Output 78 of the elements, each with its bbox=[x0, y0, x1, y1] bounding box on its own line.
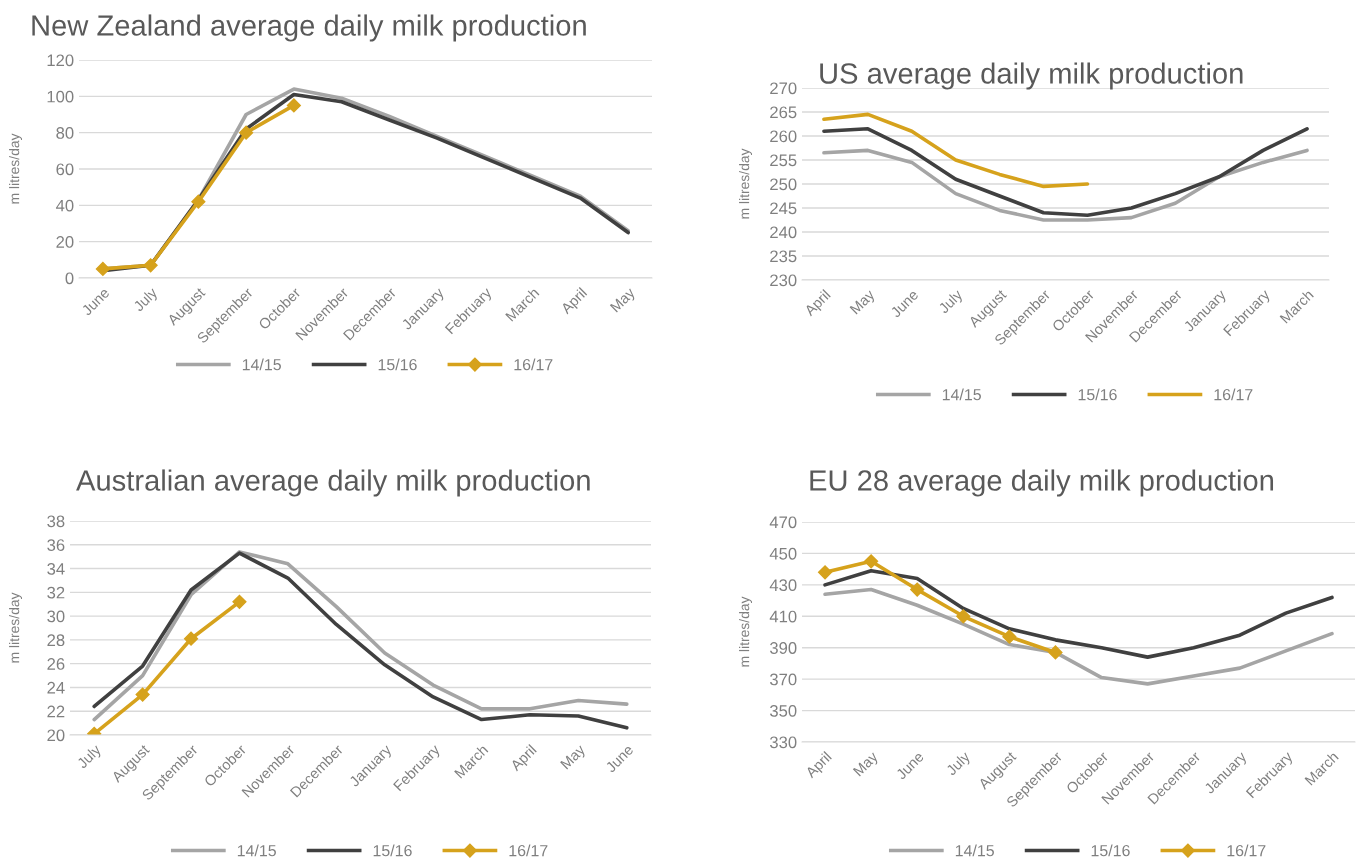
legend-label: 14/15 bbox=[955, 844, 994, 857]
point bbox=[910, 582, 925, 597]
y-tick-label: 230 bbox=[770, 274, 797, 287]
x-tick-label: May bbox=[852, 750, 881, 779]
legend-label: 16/17 bbox=[1227, 844, 1266, 857]
point bbox=[232, 594, 247, 609]
y-tick-label: 34 bbox=[47, 562, 65, 575]
y-tick-label: 350 bbox=[769, 704, 797, 717]
point bbox=[239, 125, 254, 140]
y-tick-label: 26 bbox=[47, 658, 65, 670]
legend-label: 15/16 bbox=[1078, 388, 1117, 401]
point bbox=[1048, 645, 1063, 660]
y-tick-label: 240 bbox=[770, 226, 797, 239]
point bbox=[135, 687, 150, 702]
legend-label: 16/17 bbox=[514, 358, 553, 371]
legend-label: 15/16 bbox=[373, 844, 412, 857]
y-tick-label: 370 bbox=[769, 673, 797, 686]
point bbox=[95, 261, 110, 276]
chart-title: EU 28 average daily milk production bbox=[810, 469, 1274, 497]
legend-label: 16/17 bbox=[1214, 388, 1253, 401]
y-tick-label: 265 bbox=[770, 106, 797, 119]
legend-label: 15/16 bbox=[1091, 844, 1130, 857]
y-tick-label: 60 bbox=[56, 163, 74, 176]
y-tick-label: 20 bbox=[47, 729, 65, 742]
y-tick-label: 24 bbox=[47, 681, 65, 694]
line-series bbox=[822, 126, 1309, 218]
y-axis-title: m litres/day bbox=[9, 592, 22, 663]
y-tick-label: 250 bbox=[770, 178, 797, 191]
chart-title: US average daily milk production bbox=[820, 62, 1243, 90]
y-tick-label: 270 bbox=[770, 82, 797, 95]
legend-label: 14/15 bbox=[242, 358, 281, 371]
y-tick-label: 450 bbox=[769, 547, 797, 560]
y-axis-title: m litres/day bbox=[739, 148, 752, 219]
y-tick-label: 30 bbox=[47, 610, 65, 623]
x-tick-label: July bbox=[132, 286, 161, 315]
y-tick-label: 390 bbox=[769, 642, 797, 654]
point bbox=[143, 258, 158, 273]
point bbox=[864, 554, 879, 569]
y-tick-label: 235 bbox=[770, 250, 797, 263]
y-tick-label: 120 bbox=[47, 54, 74, 67]
y-tick-label: 0 bbox=[65, 272, 74, 285]
legend-label: 15/16 bbox=[378, 358, 417, 371]
line-series bbox=[822, 148, 1309, 222]
legend-label: 14/15 bbox=[942, 388, 981, 401]
point bbox=[817, 565, 833, 580]
y-tick-label: 100 bbox=[47, 90, 74, 103]
y-tick-label: 32 bbox=[47, 586, 65, 599]
x-tick-label: July bbox=[937, 288, 966, 317]
chart-title: Australian average daily milk production bbox=[76, 469, 590, 497]
y-tick-label: 245 bbox=[770, 202, 797, 215]
y-axis-title: m litres/day bbox=[9, 133, 22, 204]
y-tick-label: 80 bbox=[56, 127, 74, 139]
legend-label: 14/15 bbox=[237, 844, 276, 857]
y-tick-label: 28 bbox=[47, 634, 65, 647]
y-tick-label: 410 bbox=[769, 610, 797, 623]
y-axis-title: m litres/day bbox=[739, 596, 752, 667]
point bbox=[956, 609, 971, 624]
line-series bbox=[823, 587, 1334, 686]
y-tick-label: 260 bbox=[770, 130, 797, 143]
point bbox=[183, 631, 199, 646]
y-tick-label: 20 bbox=[56, 236, 74, 248]
y-tick-label: 38 bbox=[47, 515, 65, 528]
y-tick-label: 330 bbox=[769, 736, 797, 749]
y-tick-label: 40 bbox=[55, 199, 74, 212]
x-tick-label: July bbox=[76, 743, 104, 772]
legend-label: 16/17 bbox=[509, 844, 548, 857]
point bbox=[286, 98, 301, 113]
chart-title: New Zealand average daily milk production bbox=[32, 14, 586, 42]
x-tick-label: May bbox=[609, 286, 638, 315]
x-tick-label: July bbox=[945, 750, 973, 779]
y-tick-label: 36 bbox=[47, 539, 65, 551]
line-series bbox=[822, 112, 1090, 189]
point bbox=[191, 194, 206, 209]
y-tick-label: 470 bbox=[769, 516, 797, 529]
point bbox=[1002, 629, 1017, 644]
y-tick-label: 22 bbox=[47, 705, 65, 718]
y-tick-label: 255 bbox=[770, 154, 797, 167]
y-tick-label: 430 bbox=[769, 579, 797, 592]
